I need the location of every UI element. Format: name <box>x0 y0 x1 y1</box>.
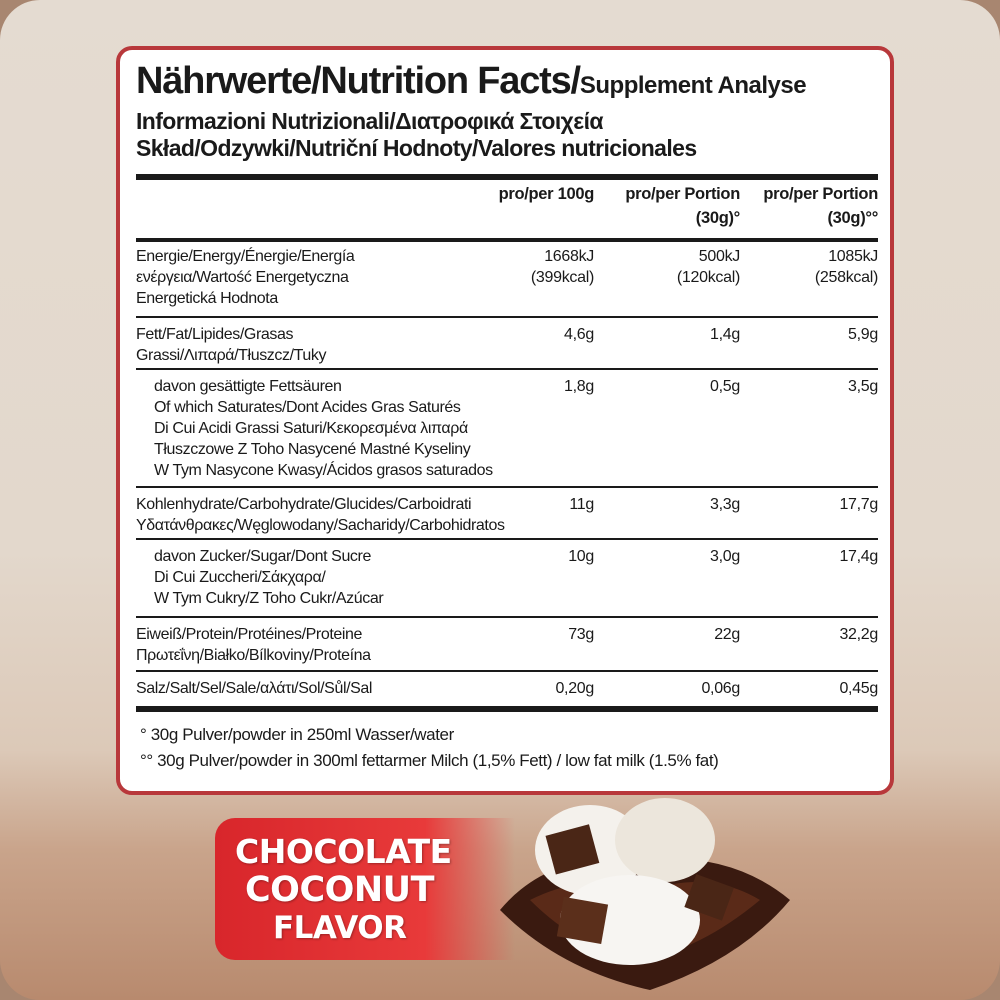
row-value: 500kJ <box>698 248 741 265</box>
divider <box>136 238 878 242</box>
divider <box>136 670 878 672</box>
row-label: Energetická Hodnota <box>136 290 278 307</box>
divider <box>136 706 878 712</box>
row-label: Kohlenhydrate/Carbohydrate/Glucides/Carb… <box>136 496 472 513</box>
chocolate-coconut-illustration <box>500 798 790 990</box>
title-line-1: Nährwerte/Nutrition Facts/Supplement Ana… <box>136 60 807 102</box>
row-value: 0,20g <box>555 680 594 697</box>
divider <box>136 174 878 180</box>
row-value: 1668kJ <box>544 248 594 265</box>
row-label: Tłuszczowe Z Toho Nasycené Mastné Kyseli… <box>154 441 471 458</box>
flavor-line-1: CHOCOLATE <box>235 832 452 871</box>
divider <box>136 316 878 318</box>
title-line-2: Informazioni Nutrizionali/Διατροφικά Στο… <box>136 108 604 134</box>
row-value: 0,45g <box>839 680 878 697</box>
flavor-banner: CHOCOLATE COCONUT FLAVOR <box>215 818 515 960</box>
nutrition-facts-card: Nährwerte/Nutrition Facts/Supplement Ana… <box>116 46 894 795</box>
column-header: pro/per Portion <box>763 185 878 203</box>
row-value: 0,5g <box>710 378 740 395</box>
row-value: 10g <box>568 548 594 565</box>
row-label: W Tym Cukry/Z Toho Cukr/Azúcar <box>154 590 384 607</box>
row-value: (399kcal) <box>530 269 594 286</box>
row-label: Υδατάνθρακες/Węglowodany/Sacharidy/Carbo… <box>136 517 505 534</box>
row-value: 4,6g <box>564 326 594 343</box>
row-label: Fett/Fat/Lipides/Grasas <box>136 326 294 343</box>
column-header: pro/per 100g <box>498 185 595 203</box>
row-value: (120kcal) <box>676 269 740 286</box>
row-label: Of which Saturates/Dont Acides Gras Satu… <box>154 399 461 416</box>
column-header-sub: (30g)° <box>695 209 741 227</box>
row-value: (258kcal) <box>814 269 878 286</box>
row-value: 3,0g <box>710 548 740 565</box>
row-label: Energie/Energy/Énergie/Energía <box>136 248 355 265</box>
divider <box>136 486 878 488</box>
row-value: 32,2g <box>839 626 878 643</box>
divider <box>136 616 878 618</box>
row-label: davon Zucker/Sugar/Dont Sucre <box>154 548 371 565</box>
title-line-3: Skład/Odzywki/Nutriční Hodnoty/Valores n… <box>136 135 697 161</box>
row-label: Salz/Salt/Sel/Sale/αλάτι/Sol/Sůl/Sal <box>136 680 373 697</box>
row-value: 1,8g <box>564 378 594 395</box>
column-header-sub: (30g)°° <box>827 209 878 227</box>
row-value: 1085kJ <box>828 248 878 265</box>
row-label: Di Cui Acidi Grassi Saturi/Κεκορεσμένα λ… <box>154 420 468 437</box>
column-header: pro/per Portion <box>625 185 740 203</box>
row-label: W Tym Nasycone Kwasy/Ácidos grasos satur… <box>154 462 493 479</box>
row-value: 5,9g <box>848 326 878 343</box>
row-value: 11g <box>569 496 594 513</box>
footnote-2: °° 30g Pulver/powder in 300ml fettarmer … <box>140 751 719 770</box>
footnote-1: ° 30g Pulver/powder in 250ml Wasser/wate… <box>140 725 454 744</box>
row-value: 17,7g <box>839 496 878 513</box>
row-value: 17,4g <box>839 548 878 565</box>
row-label: Di Cui Zuccheri/Σάκχαρα/ <box>154 569 326 586</box>
row-value: 22g <box>714 626 740 643</box>
row-value: 3,5g <box>848 378 878 395</box>
row-label: davon gesättigte Fettsäuren <box>154 378 342 395</box>
row-value: 73g <box>568 626 594 643</box>
row-label: Πρωτεΐνη/Białko/Bílkoviny/Proteína <box>136 647 371 664</box>
divider <box>136 538 878 540</box>
flavor-line-3: FLAVOR <box>273 910 407 946</box>
row-value: 3,3g <box>710 496 740 513</box>
row-value: 0,06g <box>701 680 740 697</box>
row-label: ενέργεια/Wartość Energetyczna <box>136 269 349 286</box>
row-label: Grassi/Λιπαρά/Tłuszcz/Tuky <box>136 347 327 364</box>
row-value: 1,4g <box>710 326 740 343</box>
flavor-line-2: COCONUT <box>245 870 434 910</box>
row-label: Eiweiß/Protein/Protéines/Proteine <box>136 626 363 643</box>
divider <box>136 368 878 370</box>
